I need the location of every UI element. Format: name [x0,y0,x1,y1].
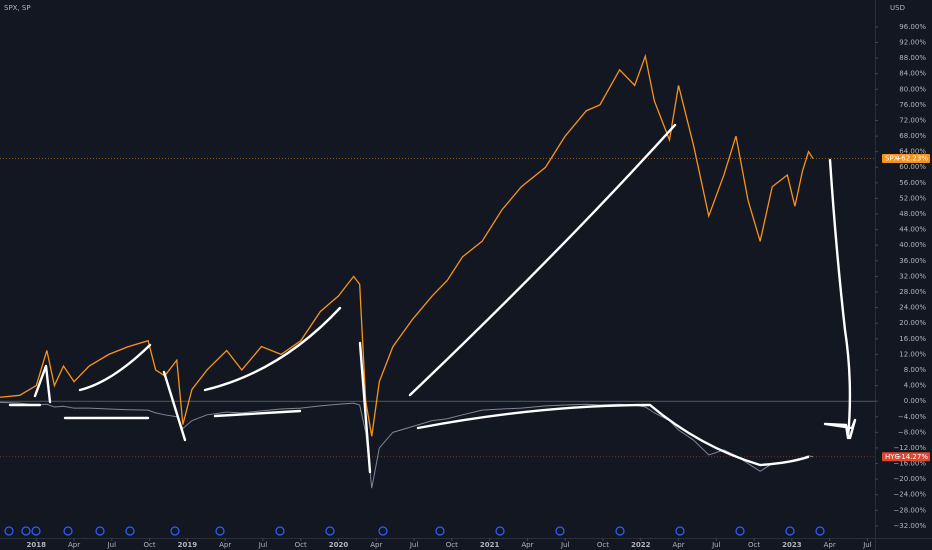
y-tick-label: 20.00% [899,319,926,327]
event-icon [495,526,505,536]
annotation [33,364,52,404]
y-tick-label: 92.00% [899,38,926,46]
x-tick-label: Jul [409,541,419,549]
y-tick-label: 88.00% [899,54,926,62]
last-value-badge [882,154,930,164]
event-icon [615,526,625,536]
y-tick-label: −24.00% [893,491,926,499]
x-tick-label: 2020 [329,541,349,549]
x-tick-label: Apr [672,541,684,549]
x-tick-label: Apr [370,541,382,549]
event-icon [4,526,14,536]
y-tick-label: 8.00% [904,366,927,374]
x-tick-label: 2019 [178,541,198,549]
x-tick-label: Oct [597,541,609,549]
y-tick-label: 80.00% [899,85,926,93]
y-tick-label: 56.00% [899,179,926,187]
legend-name: HYG [885,453,900,461]
event-icon [125,526,135,536]
symbol-title: SPX, SP [4,4,31,12]
annotation [416,403,810,467]
y-tick-label: −20.00% [893,475,926,483]
x-tick-label: Apr [68,541,80,549]
annotation [162,370,187,442]
event-icon [95,526,105,536]
last-value-label: +62.23% [895,155,928,163]
y-tick-label: 84.00% [899,70,926,78]
event-icon [675,526,685,536]
x-tick-label: 2018 [27,541,47,549]
y-tick-label: 16.00% [899,335,926,343]
annotation [408,123,677,397]
event-icons [4,526,825,536]
y-tick-label: −16.00% [893,460,926,468]
annotation [358,341,372,474]
event-icon [63,526,73,536]
x-tick-label: Jul [862,541,872,549]
x-tick-label: 2021 [480,541,500,549]
annotations [8,123,857,474]
y-tick-label: −28.00% [893,506,926,514]
y-tick-label: 4.00% [904,382,927,390]
y-tick-label: 72.00% [899,116,926,124]
y-tick-label: 60.00% [899,163,926,171]
event-icon [555,526,565,536]
y-tick-label: 0.00% [904,397,927,405]
y-tick-label: 44.00% [899,226,926,234]
x-tick-label: 2022 [631,541,651,549]
annotation [78,343,152,392]
x-tick-label: Jul [711,541,721,549]
x-tick-label: Oct [446,541,458,549]
y-tick-label: −32.00% [893,522,926,530]
event-icon [435,526,445,536]
y-tick-label: 52.00% [899,194,926,202]
last-value-badge [882,452,930,462]
event-icon [31,526,41,536]
y-tick-label: 24.00% [899,304,926,312]
x-tick-label: Apr [521,541,533,549]
series-line [0,53,814,437]
series-line [0,401,814,489]
y-tick-label: 76.00% [899,101,926,109]
currency-label: USD [890,4,905,12]
x-tick-label: Apr [219,541,231,549]
event-icon [170,526,180,536]
legend-name: SPX [885,155,899,163]
y-tick-label: 48.00% [899,210,926,218]
annotation [213,409,302,418]
x-tick-label: Jul [560,541,570,549]
x-tick-label: Jul [107,541,117,549]
event-icon [815,526,825,536]
x-tick-label: Apr [824,541,836,549]
y-tick-label: −12.00% [893,444,926,452]
y-tick-label: 40.00% [899,241,926,249]
x-tick-label: Oct [144,541,156,549]
event-icon [735,526,745,536]
x-tick-label: Jul [258,541,268,549]
event-icon [325,526,335,536]
y-tick-label: −8.00% [898,428,926,436]
y-tick-label: 36.00% [899,257,926,265]
y-tick-label: 28.00% [899,288,926,296]
x-tick-label: 2023 [782,541,802,549]
last-value-label: −14.27% [895,453,928,461]
x-tick-label: Oct [295,541,307,549]
event-icon [275,526,285,536]
y-tick-label: 96.00% [899,23,926,31]
y-tick-label: 12.00% [899,350,926,358]
event-icon [378,526,388,536]
annotation [203,306,342,392]
annotation [823,158,857,440]
event-icon [785,526,795,536]
y-tick-label: 68.00% [899,132,926,140]
x-tick-label: Oct [748,541,760,549]
y-tick-label: 64.00% [899,148,926,156]
event-icon [215,526,225,536]
event-icon [21,526,31,536]
y-tick-label: −4.00% [898,413,926,421]
y-tick-label: 32.00% [899,272,926,280]
